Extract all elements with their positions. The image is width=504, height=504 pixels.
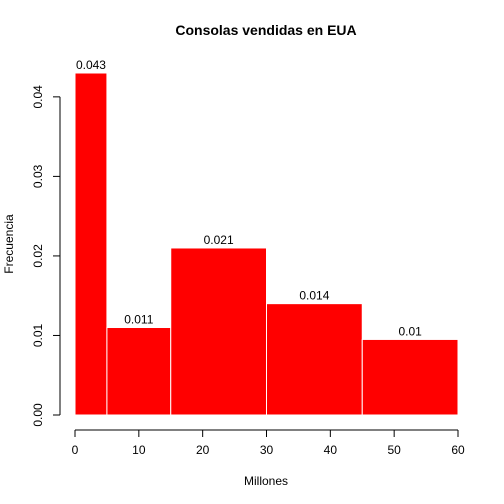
data-label-2: 0.021 — [204, 233, 234, 247]
y-axis-label: Frecuencia — [2, 214, 16, 274]
x-tick-label-5: 50 — [387, 443, 401, 457]
y-tick-label-4: 0.04 — [31, 85, 45, 109]
bar-0 — [74, 72, 108, 416]
y-tick-label-1: 0.01 — [31, 323, 45, 347]
data-label-1: 0.011 — [124, 313, 153, 327]
y-axis: 0.00 0.01 0.02 0.03 0.04 — [31, 85, 61, 427]
x-tick-label-3: 30 — [260, 443, 274, 457]
data-labels-group: 0.043 0.011 0.021 0.014 0.01 — [76, 58, 422, 338]
bar-1 — [106, 327, 172, 416]
bars-group — [74, 72, 459, 416]
x-tick-label-0: 0 — [72, 443, 79, 457]
x-tick-label-4: 40 — [324, 443, 338, 457]
y-tick-label-3: 0.03 — [31, 164, 45, 188]
bar-3 — [266, 303, 363, 416]
data-label-4: 0.01 — [398, 324, 422, 338]
x-tick-label-2: 20 — [196, 443, 210, 457]
x-tick-label-6: 60 — [451, 443, 465, 457]
chart-title: Consolas vendidas en EUA — [175, 22, 356, 38]
bar-2 — [170, 247, 267, 416]
x-axis: 0 10 20 30 40 50 60 — [72, 429, 465, 457]
y-tick-label-0: 0.00 — [31, 403, 45, 427]
data-label-3: 0.014 — [299, 289, 329, 303]
x-axis-label: Millones — [244, 474, 288, 488]
data-label-0: 0.043 — [76, 58, 106, 72]
x-tick-label-1: 10 — [132, 443, 146, 457]
y-tick-label-2: 0.02 — [31, 244, 45, 268]
bar-4 — [361, 338, 459, 416]
